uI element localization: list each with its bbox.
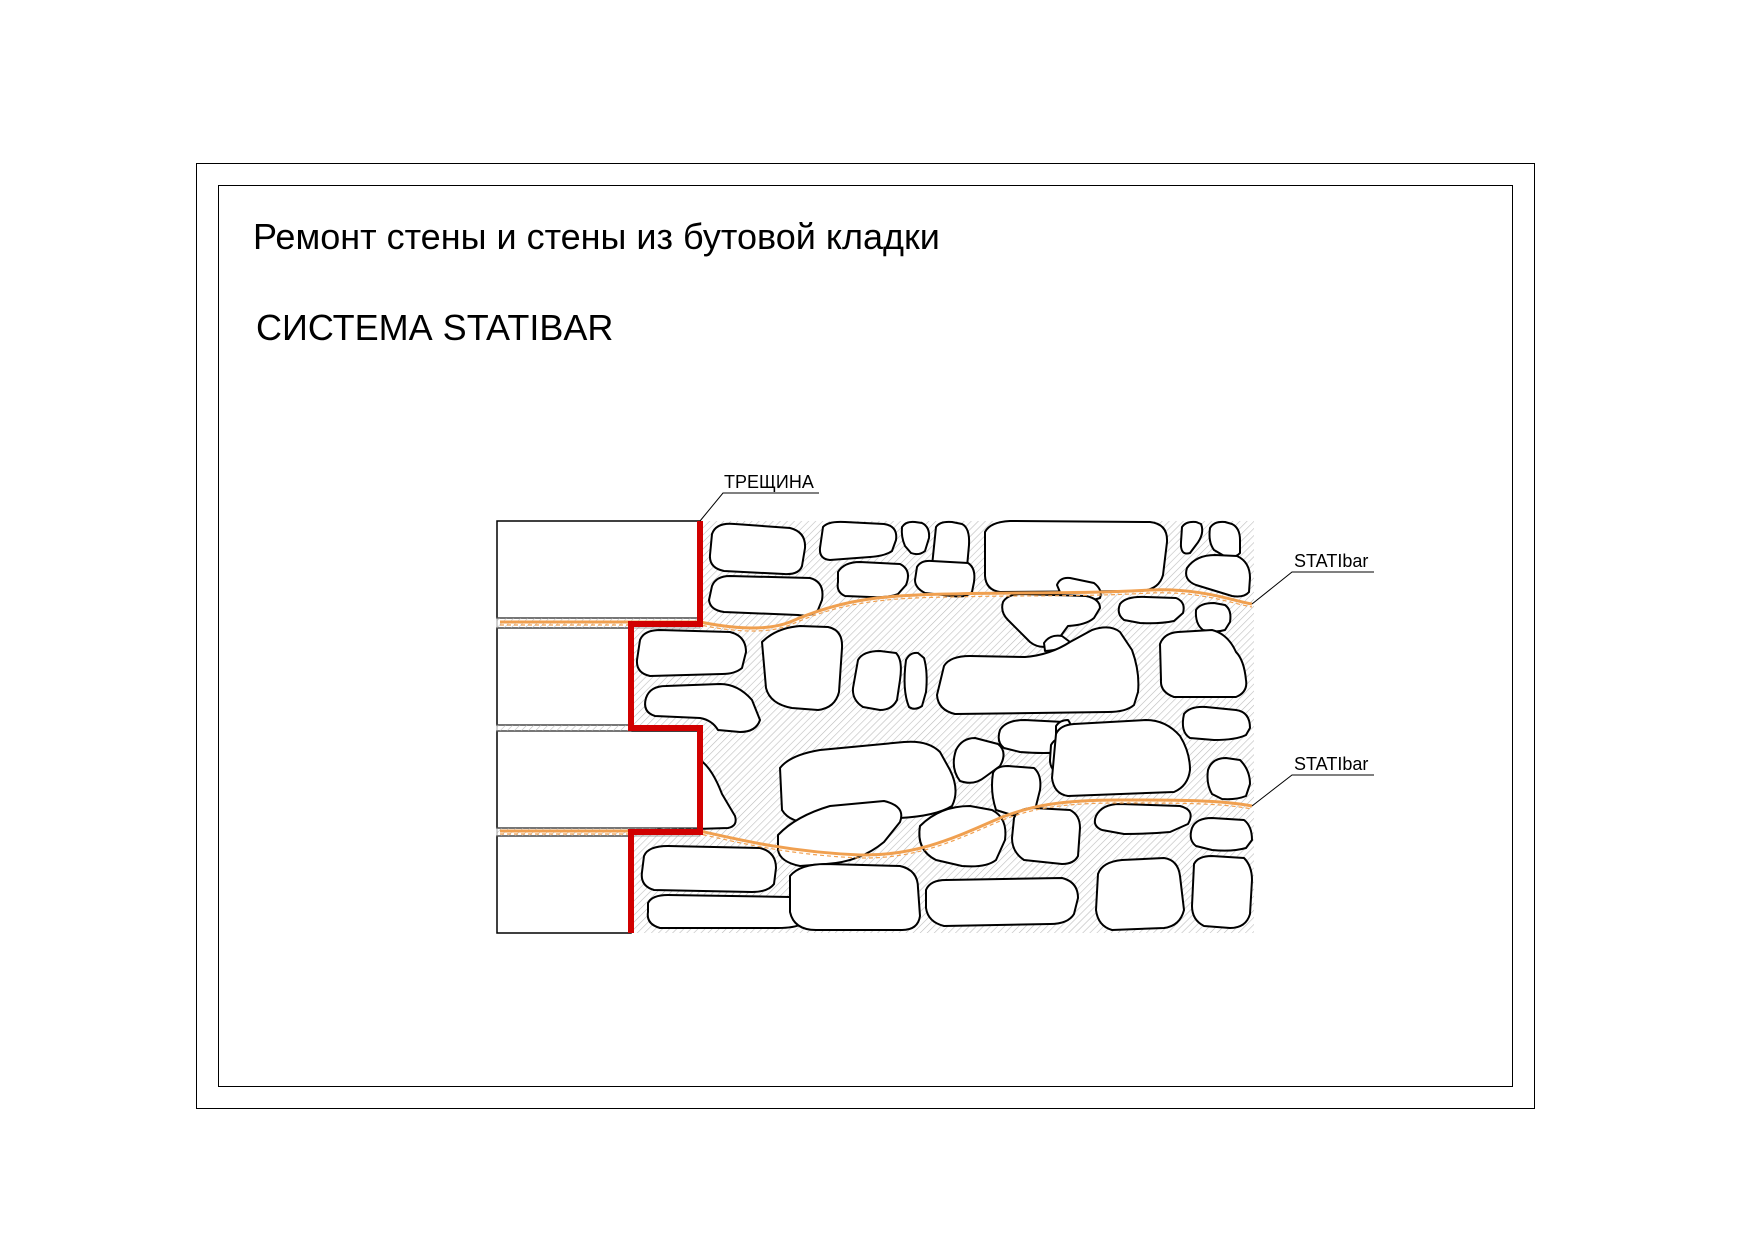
- crack-line: [628, 521, 703, 933]
- stone: [918, 805, 1007, 868]
- stone: [708, 522, 807, 576]
- leader-lines: [699, 492, 1374, 807]
- stone: [708, 575, 824, 617]
- brick: [496, 835, 632, 934]
- brick: [496, 730, 701, 829]
- drawing-frame-inner: [218, 185, 1513, 1087]
- rubble-stones: [635, 520, 1253, 931]
- stone: [851, 650, 902, 711]
- stone: [1189, 817, 1253, 852]
- stone: [789, 863, 921, 931]
- stone: [1185, 554, 1251, 598]
- stone: [646, 894, 808, 929]
- statibar-reinforcement: [500, 588, 1253, 859]
- stone: [1191, 855, 1253, 929]
- brick-wall: [496, 520, 701, 934]
- statibar-bar-bottom: [500, 798, 1253, 857]
- stone: [1159, 629, 1248, 698]
- statibar-bottom-label: STATIbar: [1294, 754, 1368, 774]
- drawing-frame-outer: [196, 163, 1535, 1109]
- stone: [761, 625, 844, 711]
- statibar-top-label: STATIbar: [1294, 551, 1368, 571]
- stone: [1208, 520, 1241, 559]
- drawing-title: Ремонт стены и стены из бутовой кладки: [253, 216, 940, 257]
- stone: [1093, 803, 1192, 835]
- statibar-top-leader: [1251, 571, 1374, 605]
- stone: [900, 520, 931, 556]
- stone: [640, 845, 777, 893]
- brick: [496, 520, 701, 619]
- stone: [1051, 719, 1191, 797]
- rubble-masonry: [633, 520, 1254, 933]
- stone: [1206, 757, 1251, 801]
- statibar-bar-bottom-strand: [500, 802, 1253, 859]
- stone: [936, 626, 1140, 715]
- stone: [1179, 520, 1204, 555]
- stone: [1194, 602, 1232, 633]
- stone: [836, 561, 909, 599]
- statibar-bottom-leader: [1251, 774, 1374, 807]
- joint: [496, 724, 632, 732]
- stone: [635, 629, 747, 677]
- stone: [1117, 595, 1185, 625]
- stone: [1181, 705, 1251, 741]
- system-title: СИСТЕМА STATIBAR: [256, 307, 614, 348]
- stone: [984, 520, 1169, 593]
- stone: [1011, 807, 1081, 865]
- statibar-bar-top-strand: [500, 592, 1253, 632]
- stone: [952, 737, 1005, 784]
- stone: [903, 651, 928, 710]
- stone: [1095, 857, 1185, 931]
- stone: [818, 520, 898, 561]
- crack-label: ТРЕЩИНА: [724, 472, 814, 492]
- crack-leader: [699, 492, 819, 522]
- statibar-bar-top: [500, 588, 1253, 630]
- stone: [991, 765, 1042, 817]
- stone: [644, 683, 761, 733]
- brick: [496, 627, 632, 726]
- stone: [914, 559, 976, 598]
- stone: [925, 877, 1079, 927]
